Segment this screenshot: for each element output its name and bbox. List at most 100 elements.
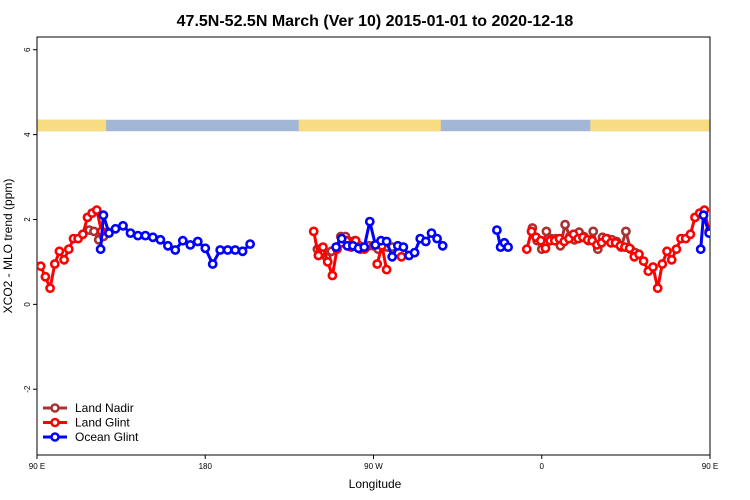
point-ocean-glint-0-4 [118, 220, 128, 231]
point-ocean-glint-0-7 [140, 230, 151, 241]
x-tick-label-4: 90 E [702, 462, 718, 471]
point-land-glint-0-6 [63, 244, 74, 255]
point-ocean-glint-0-9 [155, 234, 166, 245]
point-land-glint-0-12 [91, 205, 102, 215]
point-land-glint-4-31 [666, 254, 677, 265]
point-ocean-glint-0-19 [230, 245, 241, 255]
y-tick-label-2: 2 [23, 217, 32, 222]
x-tick-label-2: 90 W [364, 462, 383, 471]
x-tick-label-3: 0 [540, 462, 545, 471]
land-ocean-strip [37, 119, 710, 132]
point-land-glint-2-2 [381, 264, 392, 275]
point-land-glint-1-4 [327, 270, 338, 281]
point-ocean-glint-3-1 [698, 210, 709, 221]
point-land-glint-4-35 [685, 229, 696, 240]
point-ocean-glint-1-5 [359, 242, 370, 252]
point-ocean-glint-0-13 [185, 239, 196, 250]
y-axis-label: XCO2 - MLO trend (ppm) [1, 179, 15, 314]
point-ocean-glint-3-0 [695, 244, 706, 255]
y-tick-label-3: 4 [23, 132, 32, 137]
point-ocean-glint-0-3 [110, 223, 121, 234]
point-ocean-glint-0-6 [132, 230, 143, 241]
point-ocean-glint-3-3 [712, 225, 719, 232]
point-land-glint-4-27 [648, 262, 658, 272]
point-ocean-glint-2-0 [491, 225, 502, 235]
point-land-nadir-2-3 [541, 226, 552, 237]
point-land-glint-4-30 [662, 246, 672, 257]
legend: Land Nadir Land Glint Ocean Glint [43, 401, 139, 444]
point-land-glint-4-1 [526, 226, 537, 237]
point-ocean-glint-0-15 [200, 243, 211, 254]
point-land-glint-3-0 [396, 251, 407, 262]
point-ocean-glint-0-20 [237, 246, 248, 257]
point-ocean-glint-0-16 [207, 259, 218, 269]
point-ocean-glint-1-6 [364, 216, 375, 227]
point-ocean-glint-1-12 [398, 242, 409, 252]
point-land-glint-0-9 [77, 229, 88, 240]
point-ocean-glint-2-3 [503, 242, 513, 252]
legend-marker-ocean-glint [50, 432, 60, 442]
point-ocean-glint-0-14 [192, 236, 203, 247]
point-land-glint-1-3 [322, 256, 333, 267]
point-land-glint-0-3 [49, 259, 60, 269]
y-tick-label-0: -2 [23, 385, 32, 393]
point-land-glint-1-1 [313, 250, 324, 261]
point-land-glint-0-1 [40, 271, 51, 282]
point-land-nadir-2-13 [588, 226, 599, 237]
point-ocean-glint-3-4 [720, 222, 727, 229]
point-land-glint-4-28 [652, 283, 663, 294]
point-land-glint-1-0 [308, 226, 319, 237]
land-band-0 [37, 119, 107, 132]
land-band-1 [298, 119, 441, 132]
point-land-nadir-0-1 [89, 226, 99, 237]
point-ocean-glint-0-18 [222, 245, 233, 255]
point-ocean-glint-3-2 [704, 228, 710, 238]
point-land-glint-0-5 [59, 254, 69, 265]
point-ocean-glint-3-5 [727, 230, 734, 237]
point-land-glint-4-24 [634, 249, 644, 260]
point-land-nadir-2-7 [560, 219, 570, 230]
x-tick-label-1: 180 [199, 462, 213, 471]
series-layer [37, 205, 749, 294]
point-ocean-glint-0-1 [98, 210, 109, 221]
point-land-glint-4-4 [540, 243, 551, 254]
point-land-glint-0-4 [54, 246, 65, 257]
x-axis-label: Longitude [349, 477, 402, 491]
y-tick-label-1: 0 [23, 302, 32, 307]
series-line-ocean-glint-3 [699, 213, 710, 250]
point-land-glint-0-2 [45, 283, 55, 294]
legend-label-ocean-glint: Ocean Glint [75, 430, 139, 444]
point-land-glint-0-0 [37, 261, 46, 272]
point-land-glint-1-2 [318, 242, 328, 252]
point-ocean-glint-0-8 [147, 232, 158, 243]
point-ocean-glint-0-21 [245, 239, 255, 249]
point-land-glint-4-25 [638, 256, 649, 266]
y-axis: -2 0 2 4 6 [23, 47, 37, 393]
point-ocean-glint-0-12 [177, 235, 188, 246]
point-ocean-glint-1-18 [432, 233, 442, 244]
point-ocean-glint-1-17 [426, 228, 437, 238]
point-ocean-glint-1-16 [420, 236, 431, 247]
point-land-nadir-2-20 [621, 226, 631, 237]
point-ocean-glint-1-19 [437, 240, 448, 251]
series-ocean-glint [95, 210, 749, 269]
point-land-glint-4-22 [624, 243, 635, 254]
point-ocean-glint-3-7 [742, 232, 749, 239]
legend-marker-land-nadir [50, 403, 60, 413]
point-ocean-glint-0-0 [95, 244, 106, 255]
legend-item-ocean-glint: Ocean Glint [43, 430, 139, 444]
point-ocean-glint-1-0 [331, 242, 341, 252]
x-tick-label-0: 90 E [29, 462, 45, 471]
point-land-glint-4-3 [535, 235, 546, 246]
y-tick-label-4: 6 [23, 47, 32, 52]
chart-title: 47.5N-52.5N March (Ver 10) 2015-01-01 to… [177, 13, 574, 30]
x-axis: 90 E 180 90 W 0 90 E [29, 455, 718, 471]
point-ocean-glint-0-11 [170, 245, 181, 255]
legend-marker-land-glint [50, 417, 60, 428]
point-land-glint-4-32 [671, 244, 682, 255]
legend-label-land-nadir: Land Nadir [75, 401, 134, 415]
legend-label-land-glint: Land Glint [75, 416, 130, 430]
legend-item-land-glint: Land Glint [43, 416, 130, 430]
land-band-2 [590, 119, 710, 132]
